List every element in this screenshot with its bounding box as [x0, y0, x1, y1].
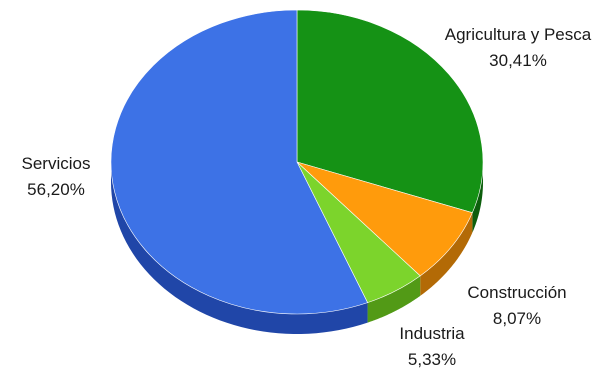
label-construccion-value: 8,07%: [493, 309, 541, 328]
pie-sides: [111, 162, 483, 334]
label-agricultura-value: 30,41%: [489, 51, 547, 70]
pie-slice-servicios: [110, 9, 369, 315]
pie-slice-construccion: [296, 161, 473, 277]
label-industria-name: Industria: [399, 324, 465, 343]
label-servicios-value: 56,20%: [27, 180, 85, 199]
pie-slices: [110, 9, 484, 315]
pie-side-agricultura-y-pesca: [472, 162, 483, 233]
label-industria-value: 5,33%: [408, 350, 456, 369]
label-servicios-name: Servicios: [22, 154, 91, 173]
pie-slice-agricultura-y-pesca: [296, 9, 484, 214]
pie-side-construccion: [420, 212, 473, 296]
label-construccion-name: Construcción: [467, 283, 566, 302]
pie-side-industria: [367, 275, 421, 323]
pie-side-servicios: [111, 162, 368, 334]
label-agricultura-name: Agricultura y Pesca: [445, 25, 592, 44]
